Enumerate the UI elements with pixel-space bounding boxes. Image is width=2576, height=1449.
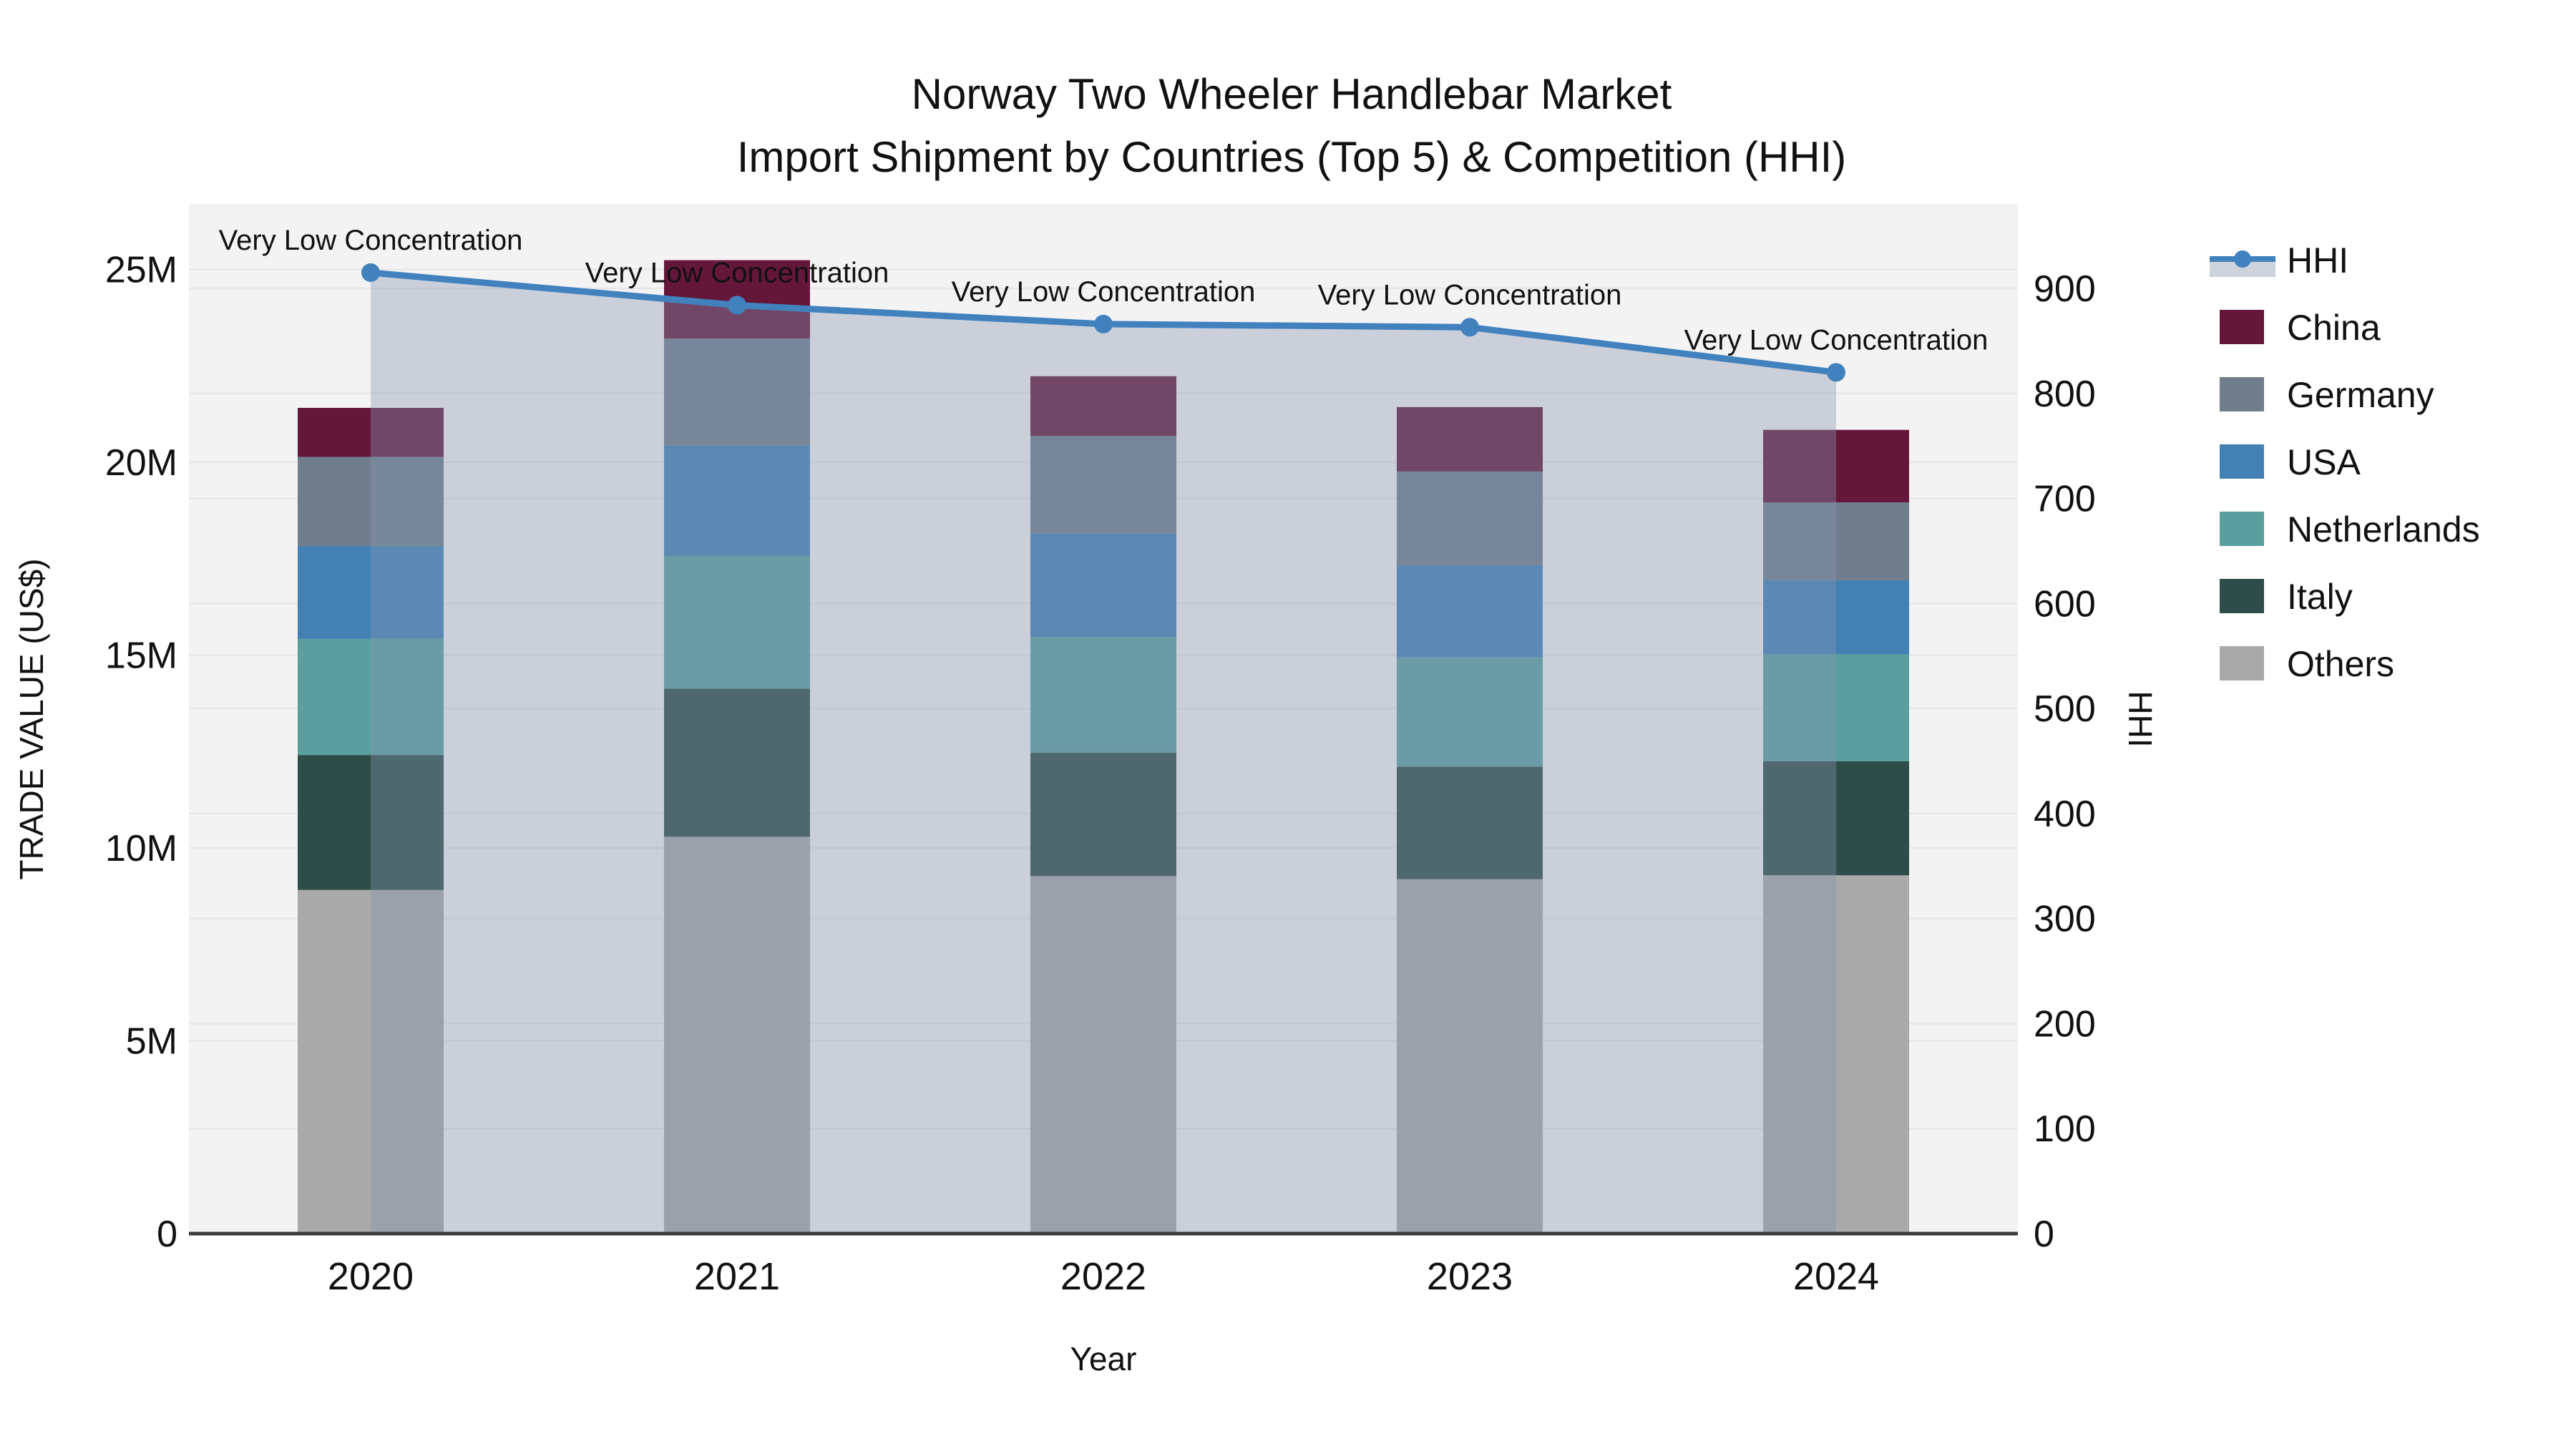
- y-left-tick-0: 0: [157, 1214, 177, 1255]
- legend-item-china[interactable]: China: [2220, 308, 2381, 348]
- annotation-2022: Very Low Concentration: [952, 276, 1256, 308]
- bar-segment-others-2024: [1763, 875, 1909, 1234]
- hhi-marker-2021: [728, 296, 746, 315]
- hhi-legend-marker: [2234, 250, 2251, 268]
- y-right-axis-title: HHI: [2122, 691, 2159, 747]
- legend-swatch-others: [2220, 646, 2264, 680]
- legend-item-germany[interactable]: Germany: [2220, 375, 2434, 415]
- x-tick-2021: 2021: [694, 1255, 780, 1298]
- y-right-tick-100: 100: [2034, 1108, 2096, 1150]
- bar-segment-germany-2023: [1397, 471, 1543, 565]
- bar-segment-usa-2023: [1397, 565, 1543, 658]
- bar-segment-china-2020: [298, 408, 444, 457]
- bar-segment-italy-2022: [1030, 752, 1176, 877]
- bar-segment-italy-2020: [298, 755, 444, 890]
- hhi-area-fill: [371, 272, 1836, 1234]
- legend-item-italy[interactable]: Italy: [2220, 577, 2353, 617]
- legend-label-italy: Italy: [2287, 577, 2353, 617]
- y-right-tick-800: 800: [2034, 374, 2096, 415]
- x-tick-2020: 2020: [328, 1255, 414, 1298]
- hhi-line: [361, 263, 1845, 382]
- stacked-bars: [298, 260, 1909, 1234]
- annotation-2023: Very Low Concentration: [1318, 279, 1622, 311]
- bar-segment-usa-2021: [664, 445, 810, 556]
- hhi-marker-2024: [1827, 363, 1845, 382]
- legend-item-others[interactable]: Others: [2220, 644, 2394, 684]
- y-right-tick-labels: 0 100 200 300 400 500 600 700 800 900: [2034, 268, 2096, 1255]
- bar-segment-germany-2021: [664, 338, 810, 446]
- bar-segment-netherlands-2022: [1030, 637, 1176, 753]
- bar-segment-others-2021: [664, 836, 810, 1234]
- annotation-2021: Very Low Concentration: [585, 257, 889, 288]
- hhi-marker-2023: [1460, 318, 1479, 337]
- x-axis-title: Year: [1070, 1340, 1137, 1377]
- hhi-marker-2020: [361, 263, 380, 282]
- bar-segment-others-2023: [1397, 879, 1543, 1234]
- chart-title-line1: Norway Two Wheeler Handlebar Market: [912, 70, 1672, 118]
- legend-label-usa: USA: [2287, 442, 2361, 482]
- bar-segment-italy-2024: [1763, 761, 1909, 876]
- bar-segment-usa-2024: [1763, 580, 1909, 655]
- x-tick-labels: 2020 2021 2022 2023 2024: [328, 1255, 1879, 1298]
- hhi-marker-2022: [1094, 314, 1113, 333]
- legend-item-netherlands[interactable]: Netherlands: [2220, 509, 2480, 550]
- bar-segment-germany-2020: [298, 457, 444, 546]
- y-left-tick-20M: 20M: [105, 442, 177, 484]
- legend-label-netherlands: Netherlands: [2287, 509, 2480, 550]
- legend: HHI China Germany USA Netherlands Italy Others: [2210, 240, 2480, 684]
- legend-label-hhi: HHI: [2287, 240, 2348, 280]
- y-right-tick-300: 300: [2034, 899, 2096, 940]
- y-left-tick-5M: 5M: [126, 1021, 177, 1063]
- chart-title-line2: Import Shipment by Countries (Top 5) & C…: [737, 133, 1847, 181]
- legend-swatch-italy: [2220, 579, 2264, 613]
- x-tick-2023: 2023: [1427, 1255, 1513, 1298]
- y-right-tick-900: 900: [2034, 268, 2096, 310]
- y-left-axis-title: TRADE VALUE (US$): [13, 558, 50, 879]
- bar-segment-others-2020: [298, 889, 444, 1234]
- annotation-2020: Very Low Concentration: [219, 225, 523, 256]
- legend-swatch-germany: [2220, 377, 2264, 411]
- y-right-tick-600: 600: [2034, 583, 2096, 625]
- y-left-tick-25M: 25M: [105, 250, 177, 291]
- bar-segment-china-2024: [1763, 429, 1909, 503]
- bar-segment-italy-2023: [1397, 766, 1543, 879]
- legend-item-hhi[interactable]: HHI: [2210, 240, 2348, 280]
- y-left-tick-10M: 10M: [105, 828, 177, 869]
- bar-segment-italy-2021: [664, 688, 810, 837]
- bar-segment-germany-2022: [1030, 436, 1176, 534]
- y-left-tick-labels: 0 5M 10M 15M 20M 25M: [105, 250, 177, 1256]
- bar-segment-netherlands-2021: [664, 555, 810, 689]
- bar-segment-netherlands-2023: [1397, 657, 1543, 767]
- bar-segment-china-2022: [1030, 376, 1176, 436]
- point-annotations: Very Low Concentration Very Low Concentra…: [219, 225, 1989, 356]
- bar-segment-germany-2024: [1763, 502, 1909, 580]
- legend-label-others: Others: [2287, 644, 2394, 684]
- y-right-tick-200: 200: [2034, 1003, 2096, 1045]
- y-left-tick-15M: 15M: [105, 635, 177, 677]
- bar-segment-netherlands-2020: [298, 638, 444, 756]
- legend-swatch-usa: [2220, 444, 2264, 479]
- hhi-area-polygon: [371, 272, 1836, 1234]
- bar-segment-usa-2022: [1030, 533, 1176, 638]
- legend-item-usa[interactable]: USA: [2220, 442, 2361, 482]
- annotation-2024: Very Low Concentration: [1684, 324, 1989, 356]
- bar-segment-others-2022: [1030, 876, 1176, 1234]
- bar-segment-usa-2020: [298, 545, 444, 639]
- y-right-tick-400: 400: [2034, 794, 2096, 835]
- legend-swatch-china: [2220, 310, 2264, 344]
- y-right-tick-500: 500: [2034, 688, 2096, 730]
- y-right-tick-0: 0: [2034, 1214, 2054, 1255]
- legend-label-china: China: [2287, 308, 2381, 348]
- y-right-tick-700: 700: [2034, 479, 2096, 520]
- x-tick-2024: 2024: [1793, 1255, 1879, 1298]
- legend-label-germany: Germany: [2287, 375, 2434, 415]
- bar-segment-china-2023: [1397, 406, 1543, 472]
- legend-swatch-netherlands: [2220, 512, 2264, 546]
- x-tick-2022: 2022: [1060, 1255, 1146, 1298]
- bar-segment-netherlands-2024: [1763, 654, 1909, 761]
